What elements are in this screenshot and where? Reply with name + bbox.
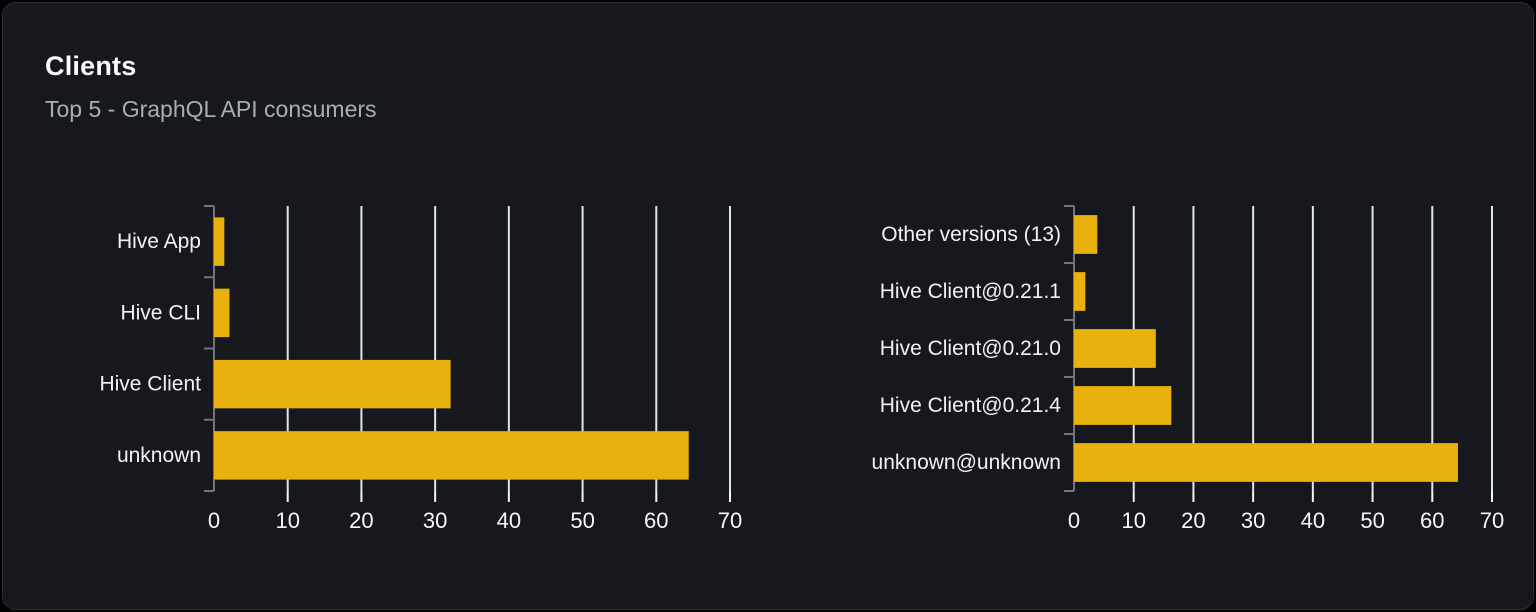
bar-unknown[interactable]: [214, 431, 689, 480]
category-label-unknown: unknown: [117, 444, 201, 467]
category-label-hive-client: Hive Client: [99, 373, 201, 396]
x-tick-label-40: 40: [1301, 508, 1325, 533]
x-tick-label-60: 60: [1420, 508, 1444, 533]
category-label-hive-client-0-21-4: Hive Client@0.21.4: [880, 394, 1062, 417]
category-label-hive-client-0-21-0: Hive Client@0.21.0: [880, 337, 1061, 360]
x-tick-label-10: 10: [275, 508, 299, 533]
x-tick-label-20: 20: [349, 508, 373, 533]
bar-other-versions-13[interactable]: [1074, 215, 1098, 254]
bar-unknown-unknown[interactable]: [1074, 443, 1458, 482]
bar-hive-client[interactable]: [214, 359, 451, 409]
category-label-other-versions-13: Other versions (13): [881, 223, 1061, 246]
x-tick-label-30: 30: [423, 508, 447, 533]
category-label-hive-app: Hive App: [117, 230, 201, 253]
x-tick-label-60: 60: [644, 508, 668, 533]
x-tick-label-0: 0: [1068, 508, 1080, 533]
category-label-hive-client-0-21-1: Hive Client@0.21.1: [880, 280, 1061, 303]
bar-hive-client-0-21-0[interactable]: [1074, 329, 1156, 368]
category-label-unknown-unknown: unknown@unknown: [872, 451, 1061, 474]
x-tick-label-70: 70: [1480, 508, 1504, 533]
x-tick-label-70: 70: [718, 508, 742, 533]
x-tick-label-10: 10: [1121, 508, 1145, 533]
x-tick-label-0: 0: [208, 508, 220, 533]
bar-hive-client-0-21-4[interactable]: [1074, 386, 1172, 425]
client-versions-bar-chart: Other versions (13) Hive Client@0.21.1 Hiv…: [872, 205, 1504, 533]
x-tick-label-40: 40: [497, 508, 521, 533]
card-header: Clients Top 5 - GraphQL API consumers: [3, 3, 1533, 123]
bar-hive-cli[interactable]: [214, 288, 230, 338]
category-label-hive-cli: Hive CLI: [120, 301, 201, 324]
card-subtitle: Top 5 - GraphQL API consumers: [45, 96, 377, 122]
bar-hive-client-0-21-1[interactable]: [1074, 272, 1086, 311]
card-title: Clients: [45, 51, 137, 81]
x-tick-label-30: 30: [1241, 508, 1265, 533]
bar-hive-app[interactable]: [214, 217, 225, 266]
x-tick-label-50: 50: [570, 508, 594, 533]
x-tick-label-20: 20: [1181, 508, 1205, 533]
x-tick-label-50: 50: [1360, 508, 1384, 533]
clients-bar-chart: Hive App Hive CLI Hive Client unknown 0 10 20 3…: [99, 205, 742, 533]
